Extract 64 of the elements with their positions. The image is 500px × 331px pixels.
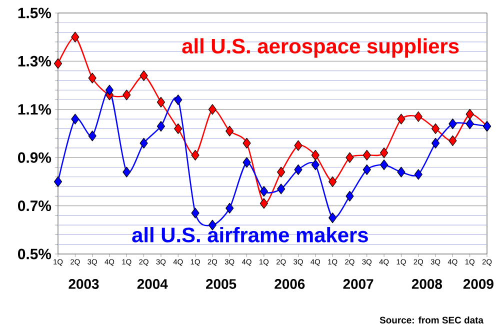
point <box>362 164 371 175</box>
point <box>242 138 251 148</box>
y-tick-label: 1.1% <box>18 104 52 115</box>
point <box>226 126 234 136</box>
text: 2003 <box>68 279 99 289</box>
point <box>71 32 80 42</box>
point <box>191 208 200 218</box>
point <box>294 140 302 151</box>
point <box>242 157 251 168</box>
text: 2008 <box>412 279 442 289</box>
point <box>466 108 474 120</box>
text: 2007 <box>343 279 374 289</box>
point <box>414 169 422 180</box>
point <box>277 166 286 178</box>
point <box>448 118 457 130</box>
point <box>140 138 148 148</box>
text: 2004 <box>137 279 168 289</box>
point <box>380 147 388 158</box>
y-tick-label: 1.5% <box>18 8 52 18</box>
point <box>362 150 371 160</box>
point <box>294 164 302 175</box>
point <box>122 90 131 100</box>
point <box>54 176 62 187</box>
point <box>156 96 166 108</box>
point <box>156 120 166 132</box>
point <box>226 202 234 214</box>
point <box>431 123 440 134</box>
point <box>140 70 148 81</box>
source-note: Source: from SEC data <box>380 316 484 324</box>
y-tick-label: 1.3% <box>18 56 52 67</box>
point <box>122 166 131 178</box>
point <box>208 104 216 115</box>
point <box>380 160 388 170</box>
y-tick-label: 0.7% <box>18 200 52 212</box>
point <box>346 152 354 163</box>
point <box>466 118 474 130</box>
point <box>328 176 337 187</box>
point <box>346 190 354 202</box>
point <box>311 160 320 170</box>
point <box>260 198 268 209</box>
point <box>71 114 80 124</box>
y-tick-label: 0.5% <box>18 248 52 260</box>
point <box>448 135 457 146</box>
point <box>174 94 182 106</box>
y-tick-label: 0.9% <box>18 152 52 163</box>
point <box>88 130 96 142</box>
point <box>88 72 96 84</box>
point <box>431 138 440 148</box>
point <box>174 123 182 134</box>
point <box>397 114 406 124</box>
text: 2009 <box>463 279 494 289</box>
point <box>54 58 62 69</box>
text: 2006 <box>274 279 305 289</box>
series-label: all U.S. airframe makers <box>132 227 368 242</box>
point <box>105 84 114 96</box>
point <box>328 212 337 224</box>
series-label: all U.S. aerospace suppliers <box>182 38 459 58</box>
text: 2005 <box>206 279 236 289</box>
point <box>260 186 268 197</box>
point <box>191 150 200 160</box>
point <box>277 184 286 194</box>
point <box>414 111 422 122</box>
point <box>311 150 320 160</box>
point <box>397 166 406 178</box>
